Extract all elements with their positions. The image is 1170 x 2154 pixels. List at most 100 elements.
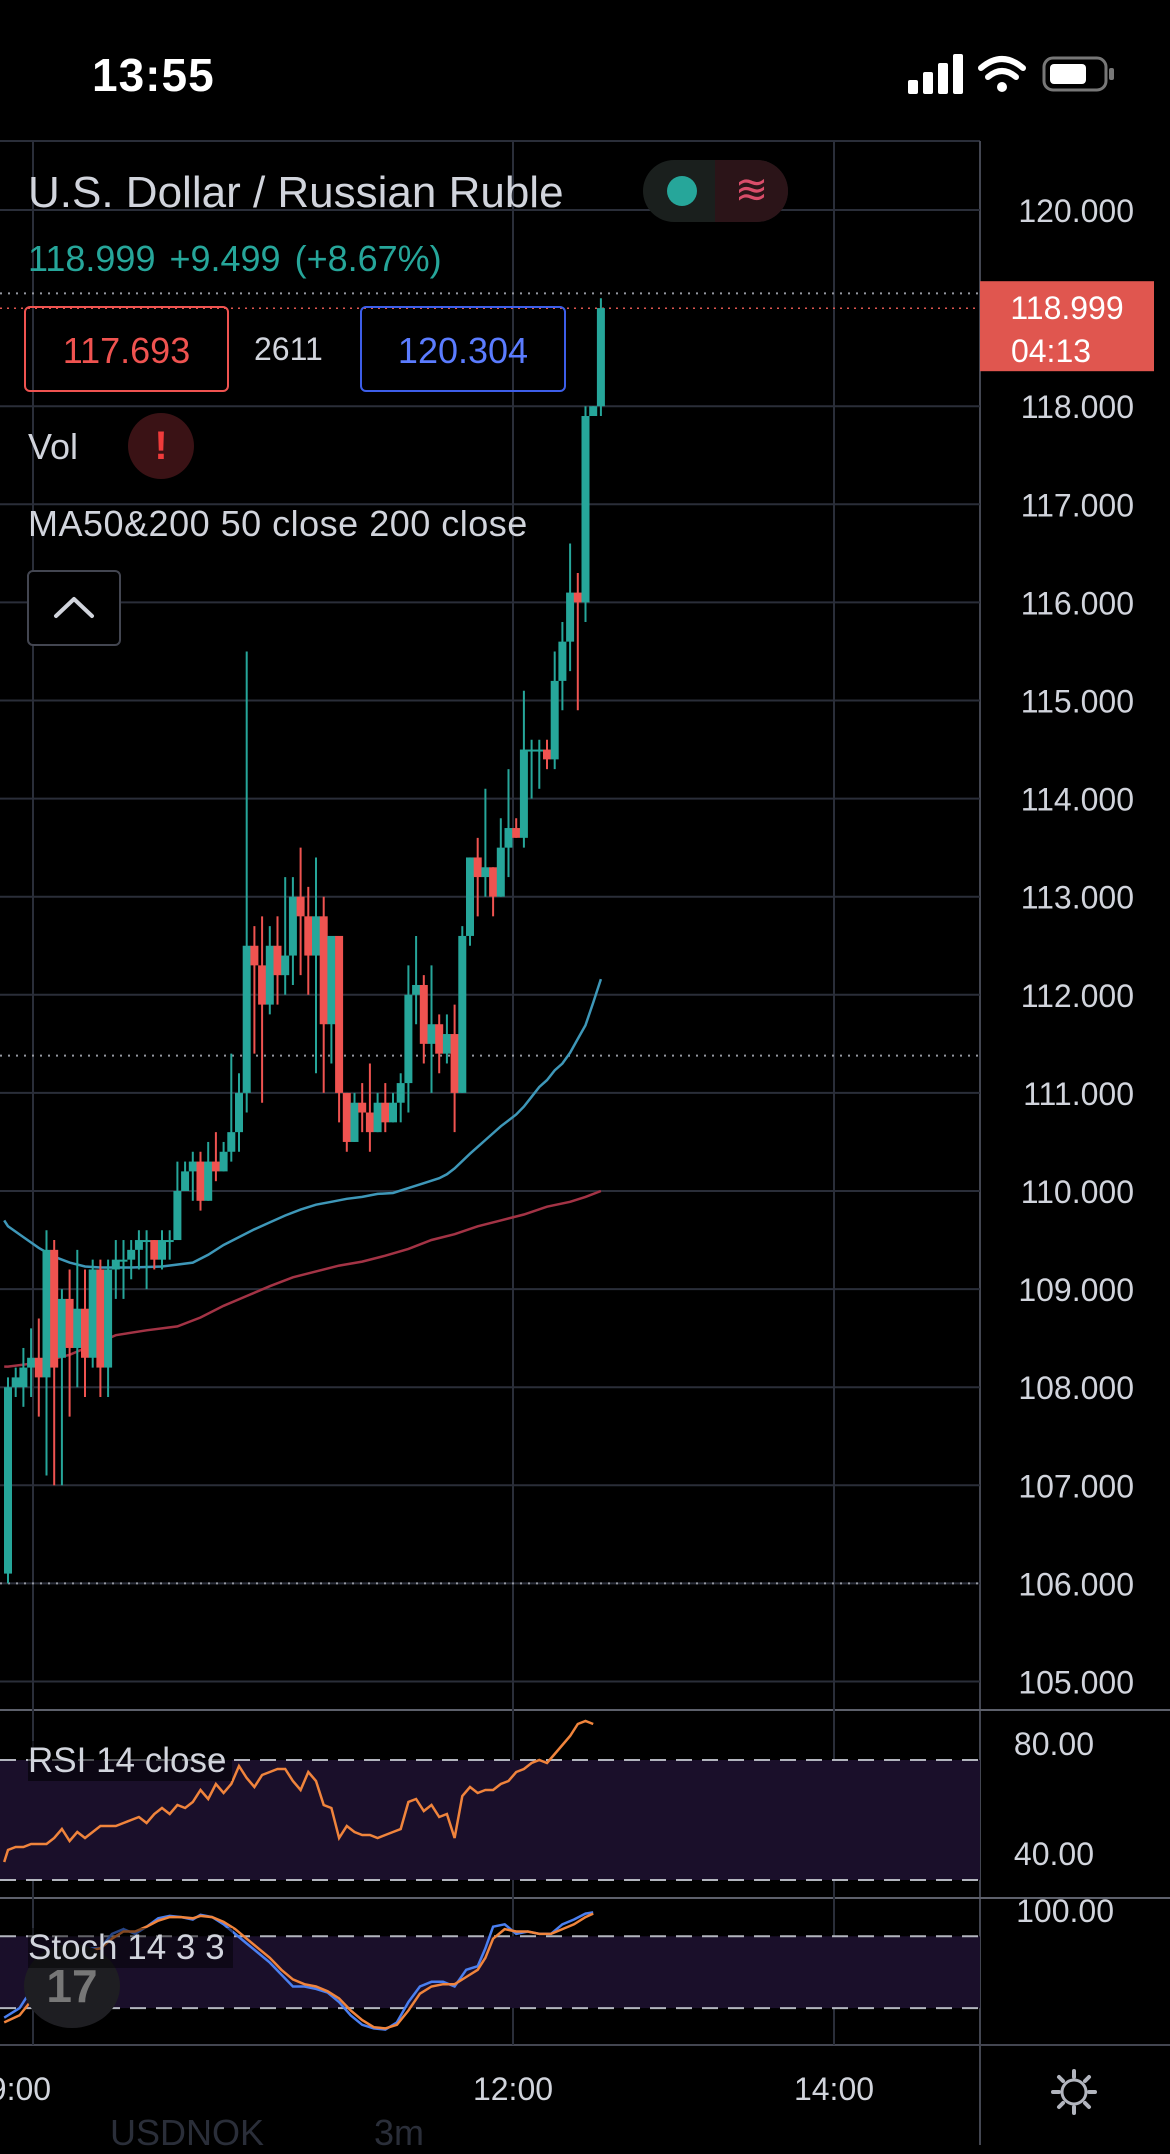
battery-icon bbox=[1042, 56, 1114, 92]
candle bbox=[450, 1004, 459, 1133]
tradingview-logo[interactable]: 17 bbox=[24, 1944, 120, 2028]
candle-body bbox=[412, 984, 421, 995]
candle-body bbox=[512, 828, 521, 838]
candle-body bbox=[358, 1102, 367, 1113]
collapse-legend-button[interactable] bbox=[27, 570, 121, 646]
candle-body bbox=[81, 1308, 89, 1358]
candle bbox=[566, 543, 575, 672]
candle-body bbox=[342, 1092, 351, 1142]
candle bbox=[258, 916, 267, 1103]
rsi-label[interactable]: RSI 14 close bbox=[28, 1741, 233, 1781]
candle-body bbox=[335, 935, 344, 1093]
market-open-dot bbox=[667, 176, 697, 206]
price-tick-label: 118.000 bbox=[1021, 389, 1134, 425]
candle-body bbox=[227, 1132, 236, 1152]
candle bbox=[535, 739, 544, 789]
candle bbox=[34, 1318, 43, 1417]
candle bbox=[458, 926, 467, 1093]
gear-icon[interactable] bbox=[1050, 2068, 1098, 2116]
candle bbox=[442, 1014, 451, 1064]
candle bbox=[396, 1073, 405, 1123]
candle-body bbox=[389, 1102, 397, 1123]
candle-body bbox=[281, 955, 290, 976]
price-tick-label: 112.000 bbox=[1021, 978, 1134, 1014]
candle-body bbox=[273, 945, 282, 976]
candle bbox=[489, 867, 498, 917]
candle bbox=[288, 877, 297, 985]
candle-body bbox=[566, 592, 575, 642]
candle-body bbox=[373, 1102, 382, 1133]
candle-body bbox=[327, 935, 336, 1025]
candle bbox=[104, 1259, 113, 1398]
candle-body bbox=[158, 1240, 166, 1260]
stoch-d-line bbox=[3, 1912, 594, 2030]
rsi-line bbox=[3, 1719, 594, 1863]
wave-icon[interactable]: ≋ bbox=[715, 160, 788, 222]
signal-icon bbox=[908, 54, 963, 94]
candle bbox=[50, 1240, 59, 1486]
price-tick-label: 110.000 bbox=[1021, 1174, 1134, 1210]
price-tick-label: 106.000 bbox=[1018, 1566, 1134, 1602]
candle bbox=[543, 739, 551, 770]
candle-body bbox=[242, 945, 251, 1093]
candle bbox=[204, 1141, 213, 1201]
candle bbox=[242, 651, 251, 1113]
stoch-label[interactable]: Stoch 14 3 3 bbox=[28, 1928, 233, 1968]
candle bbox=[27, 1328, 36, 1398]
candle-body bbox=[57, 1298, 66, 1358]
candle-body bbox=[65, 1298, 74, 1348]
candle-body bbox=[19, 1367, 28, 1388]
alert-icon[interactable]: ! bbox=[128, 413, 194, 479]
candle bbox=[96, 1259, 105, 1398]
candle-body bbox=[165, 1240, 174, 1243]
candle bbox=[281, 877, 290, 995]
last-price-tag-countdown: 04:13 bbox=[1011, 333, 1091, 369]
candle bbox=[188, 1151, 197, 1201]
volume-label[interactable]: Vol bbox=[28, 426, 79, 467]
candle-body bbox=[350, 1102, 359, 1142]
ma-legend[interactable]: MA50&200 50 close 200 close bbox=[28, 503, 528, 544]
candle-body bbox=[596, 308, 605, 407]
price-tick-label: 107.000 bbox=[1018, 1468, 1134, 1504]
candle bbox=[342, 1092, 351, 1152]
sell-button[interactable]: 117.693 bbox=[24, 306, 229, 392]
next-symbol-peek[interactable]: USDNOK 3m bbox=[110, 2112, 534, 2154]
last-price-tag bbox=[980, 281, 1154, 372]
candle-body bbox=[88, 1269, 97, 1358]
rsi-tick-label: 80.00 bbox=[1014, 1726, 1094, 1762]
buy-button[interactable]: 120.304 bbox=[360, 306, 566, 392]
candle-body bbox=[11, 1377, 20, 1388]
price-change: +9.499 bbox=[169, 238, 281, 279]
candle bbox=[196, 1151, 205, 1211]
candle bbox=[111, 1240, 120, 1299]
candle bbox=[265, 926, 274, 1015]
price-tick-label: 115.000 bbox=[1021, 684, 1134, 720]
candle bbox=[412, 935, 421, 1025]
next-interval: 3m bbox=[374, 2112, 425, 2153]
candle bbox=[466, 857, 474, 946]
ma50-line bbox=[3, 978, 603, 1269]
candle-body bbox=[196, 1161, 205, 1201]
price-change-pct: (+8.67%) bbox=[294, 238, 442, 279]
candle-body bbox=[134, 1240, 143, 1250]
candle-body bbox=[142, 1240, 151, 1243]
candle bbox=[596, 298, 605, 417]
candle-body bbox=[104, 1269, 113, 1368]
price-summary: 118.999 +9.499 (+8.67%) bbox=[28, 238, 456, 280]
candle-body bbox=[96, 1269, 105, 1368]
candle-body bbox=[34, 1357, 43, 1378]
candle-body bbox=[365, 1112, 374, 1133]
candle-body bbox=[150, 1240, 159, 1260]
status-time: 13:55 bbox=[92, 49, 215, 101]
time-tick-label: 09:00 bbox=[0, 2071, 51, 2107]
last-price: 118.999 bbox=[28, 238, 156, 279]
candle bbox=[496, 818, 505, 897]
candle bbox=[419, 975, 428, 1064]
candle bbox=[181, 1161, 190, 1191]
candle-body bbox=[4, 1387, 12, 1574]
stoch-tick-label: 100.00 bbox=[1016, 1893, 1114, 1929]
market-status-toggle[interactable]: ≋ bbox=[643, 160, 788, 222]
candle bbox=[427, 965, 436, 1093]
candle bbox=[119, 1240, 128, 1299]
